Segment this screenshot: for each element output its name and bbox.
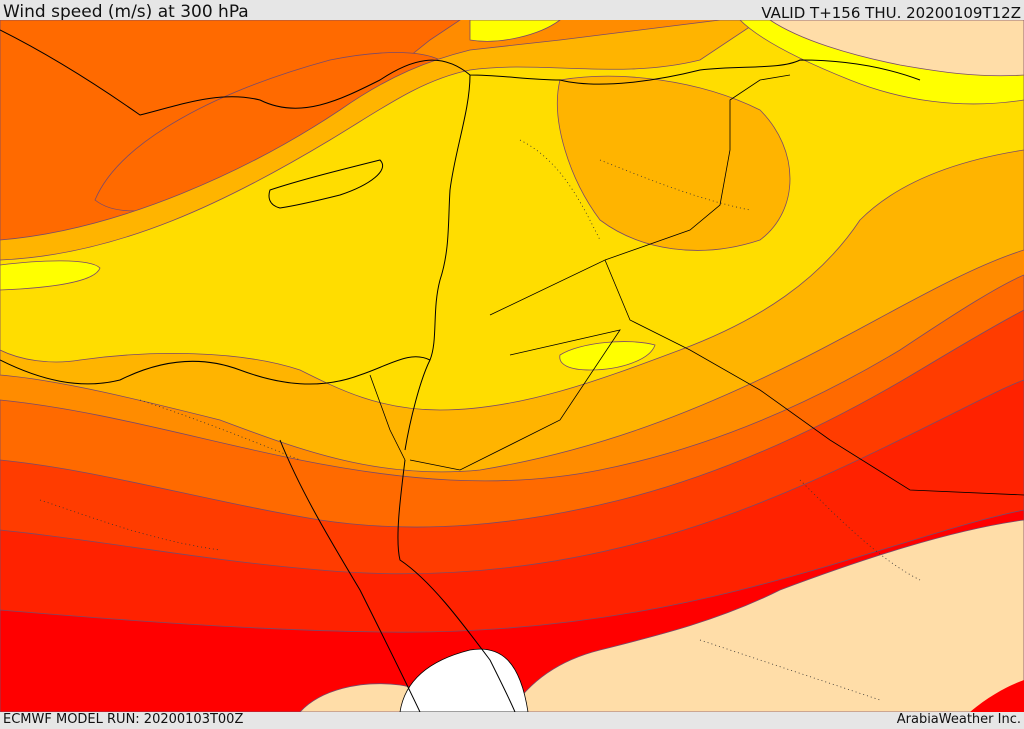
- internal-boundaries: [39, 139, 921, 701]
- wind-band-below-10-se: [509, 519, 1024, 712]
- border-line: [369, 374, 406, 461]
- north-coast-line: [0, 29, 921, 116]
- cyprus-outline: [268, 159, 383, 209]
- no-data-area: [399, 648, 529, 712]
- model-run: ECMWF MODEL RUN: 20200103T00Z: [3, 712, 244, 727]
- wind-speed-map: [0, 20, 1024, 712]
- levant-coast-line: [404, 74, 471, 451]
- border-line: [604, 74, 791, 261]
- border-line: [409, 329, 621, 471]
- egypt-coast-line: [0, 356, 431, 385]
- wind-band-above-80-se-corner: [970, 680, 1024, 712]
- credit-text: ArabiaWeather Inc.: [896, 712, 1021, 727]
- coastlines: [0, 29, 921, 712]
- wind-band-20-30: [0, 20, 1024, 411]
- red-sea-coast-line: [279, 439, 421, 712]
- wind-band-10-20-north: [469, 20, 561, 42]
- map-title: Wind speed (m/s) at 300 hPa: [3, 2, 249, 22]
- wind-band-30-40-pocket: [557, 75, 791, 251]
- valid-time: VALID T+156 THU. 20200109T12Z: [761, 4, 1021, 22]
- wind-band-below-10-ne: [769, 20, 1024, 77]
- footer-bar: ECMWF MODEL RUN: 20200103T00Z ArabiaWeat…: [0, 712, 1024, 729]
- borders: [369, 74, 1024, 496]
- border-line: [489, 259, 1024, 496]
- header-bar: Wind speed (m/s) at 300 hPa VALID T+156 …: [0, 0, 1024, 22]
- red-sea-east-coast-line: [397, 459, 516, 712]
- wind-band-10-20-center: [559, 341, 656, 371]
- wind-band-10-20-west: [0, 260, 101, 291]
